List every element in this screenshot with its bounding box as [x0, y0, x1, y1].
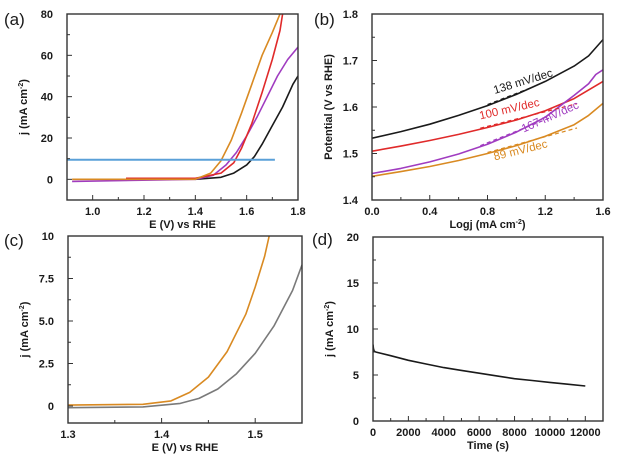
x-tick-label: 12000 [570, 427, 601, 439]
y-tick-label: 1.7 [343, 56, 358, 68]
series-line-gray [68, 264, 302, 409]
series-line-orange [372, 102, 603, 178]
x-tick-label: 1.6 [239, 206, 254, 218]
series-line-black [372, 39, 603, 139]
x-tick-label: 6000 [467, 427, 491, 439]
panel-a: (a) 1.0 1.2 1.4 1.6 1.8 0 20 40 60 80 E (V) vs RHE j… [4, 9, 306, 231]
y-tick-label: 20 [41, 133, 53, 145]
x-tick-label: 0.0 [364, 206, 379, 218]
x-tick-label: 1.8 [290, 206, 305, 218]
y-tick-label: 1.8 [343, 9, 358, 21]
x-tick-label: 0.4 [422, 206, 438, 218]
axes-frame [372, 236, 604, 422]
series-line-orange [68, 236, 270, 406]
y-tick-label: 1.6 [343, 102, 358, 114]
x-tick-label: 1.4 [154, 429, 170, 441]
y-tick-label: 15 [347, 278, 359, 290]
x-axis-title: E (V) vs RHE [149, 219, 216, 231]
series-group [373, 344, 586, 387]
x-axis-title: Time (s) [467, 440, 509, 452]
y-tick-label: 0 [48, 401, 54, 413]
y-tick-label: 20 [347, 232, 359, 244]
tafel-fit-line [480, 103, 578, 129]
tafel-fit-line [487, 127, 578, 154]
x-tick-label: 1.2 [538, 206, 553, 218]
x-axis-title: E (V) vs RHE [152, 442, 219, 454]
x-tick-label: 8000 [502, 427, 526, 439]
panel-label: (b) [314, 10, 335, 29]
tafel-fit-line [487, 87, 532, 106]
x-tick-label: 1.3 [60, 429, 75, 441]
panel-label: (c) [4, 231, 24, 250]
axes-frame [67, 235, 303, 424]
series-group [67, 14, 298, 183]
tafel-fit-line [480, 116, 553, 147]
y-axis-title: j (mA cm-2) [19, 301, 31, 358]
x-tick-label: 1.4 [188, 206, 204, 218]
panel-b: (b) 0.0 0.4 0.8 1.2 1.6 1.4 1.5 1.6 1.7 1.8 Logj (m… [314, 9, 611, 231]
series-line-black [195, 75, 298, 181]
x-axis-title: Logj (mA cm-2) [449, 219, 525, 231]
panel-label: (a) [4, 10, 25, 29]
y-tick-label: 5.0 [39, 316, 54, 328]
x-tick-label: 0.8 [480, 206, 495, 218]
y-axis-title: Potential (V vs RHE) [323, 54, 335, 160]
tafel-slope-label: 89 mV/dec [493, 138, 549, 163]
x-tick-label: 1.5 [248, 429, 263, 441]
x-tick-label: 0 [370, 427, 376, 439]
y-tick-label: 10 [42, 231, 54, 243]
series-line-red [126, 14, 284, 180]
y-tick-label: 0 [47, 174, 53, 186]
series-line-purple [372, 69, 603, 175]
y-tick-label: 1.5 [343, 149, 358, 161]
y-tick-label: 7.5 [39, 274, 54, 286]
series-line-black [373, 344, 586, 387]
y-tick-label: 10 [347, 324, 359, 336]
panel-c: (c) 1.3 1.4 1.5 0 2.5 5.0 7.5 10 E (V) vs RHE j (m… [4, 231, 303, 454]
y-tick-label: 60 [41, 50, 53, 62]
y-tick-label: 40 [41, 92, 53, 104]
y-tick-label: 5 [353, 370, 359, 382]
y-axis-title: j (mA cm-2) [324, 301, 336, 358]
axes-frame [66, 13, 299, 201]
y-axis-title: j (mA cm-2) [18, 79, 30, 136]
y-tick-label: 2.5 [39, 359, 54, 371]
panel-d: (d) 0 2000 4000 6000 8000 10000 12000 0 5 10 15 20 Ti… [312, 230, 604, 452]
x-tick-label: 1.2 [136, 206, 151, 218]
series-line-orange [72, 14, 281, 181]
x-tick-label: 10000 [535, 427, 566, 439]
y-tick-label: 80 [41, 9, 53, 21]
x-tick-label: 1.6 [595, 206, 610, 218]
x-tick-label: 2000 [396, 427, 420, 439]
x-tick-label: 1.0 [85, 206, 100, 218]
series-group [372, 39, 603, 178]
panel-label: (d) [312, 230, 333, 249]
x-tick-label: 4000 [432, 427, 456, 439]
series-group [68, 236, 302, 409]
y-tick-label: 0 [353, 416, 359, 428]
series-line-purple [72, 46, 298, 183]
y-tick-label: 1.4 [343, 195, 359, 207]
